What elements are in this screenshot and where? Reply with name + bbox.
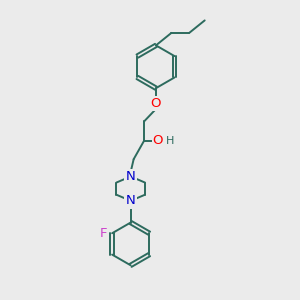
Text: O: O bbox=[151, 97, 161, 110]
Text: N: N bbox=[126, 170, 136, 183]
Text: H: H bbox=[166, 136, 174, 146]
Text: N: N bbox=[126, 194, 136, 207]
Text: O: O bbox=[152, 134, 163, 147]
Text: F: F bbox=[100, 227, 108, 240]
Text: N: N bbox=[126, 194, 136, 207]
